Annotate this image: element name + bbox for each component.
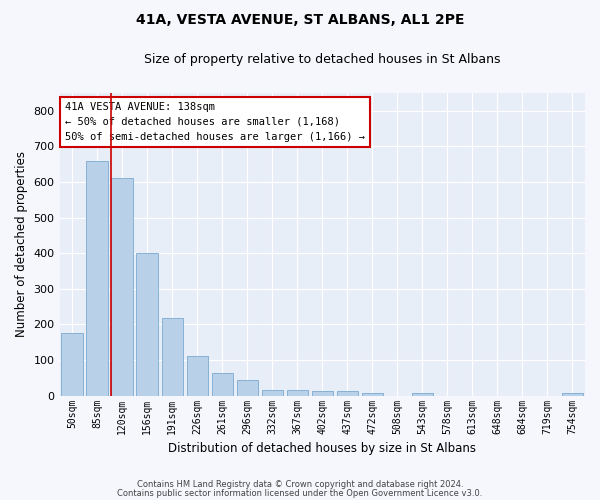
- Y-axis label: Number of detached properties: Number of detached properties: [15, 152, 28, 338]
- Bar: [287, 390, 308, 396]
- Bar: [412, 393, 433, 396]
- X-axis label: Distribution of detached houses by size in St Albans: Distribution of detached houses by size …: [168, 442, 476, 455]
- Bar: [362, 393, 383, 396]
- Bar: [136, 253, 158, 396]
- Bar: [212, 373, 233, 396]
- Text: 41A VESTA AVENUE: 138sqm
← 50% of detached houses are smaller (1,168)
50% of sem: 41A VESTA AVENUE: 138sqm ← 50% of detach…: [65, 102, 365, 142]
- Text: Contains HM Land Registry data © Crown copyright and database right 2024.: Contains HM Land Registry data © Crown c…: [137, 480, 463, 489]
- Bar: [562, 393, 583, 396]
- Title: Size of property relative to detached houses in St Albans: Size of property relative to detached ho…: [144, 52, 500, 66]
- Text: 41A, VESTA AVENUE, ST ALBANS, AL1 2PE: 41A, VESTA AVENUE, ST ALBANS, AL1 2PE: [136, 12, 464, 26]
- Bar: [337, 392, 358, 396]
- Bar: [112, 178, 133, 396]
- Text: Contains public sector information licensed under the Open Government Licence v3: Contains public sector information licen…: [118, 488, 482, 498]
- Bar: [262, 390, 283, 396]
- Bar: [187, 356, 208, 396]
- Bar: [86, 160, 108, 396]
- Bar: [311, 391, 333, 396]
- Bar: [236, 380, 258, 396]
- Bar: [61, 334, 83, 396]
- Bar: [161, 318, 183, 396]
